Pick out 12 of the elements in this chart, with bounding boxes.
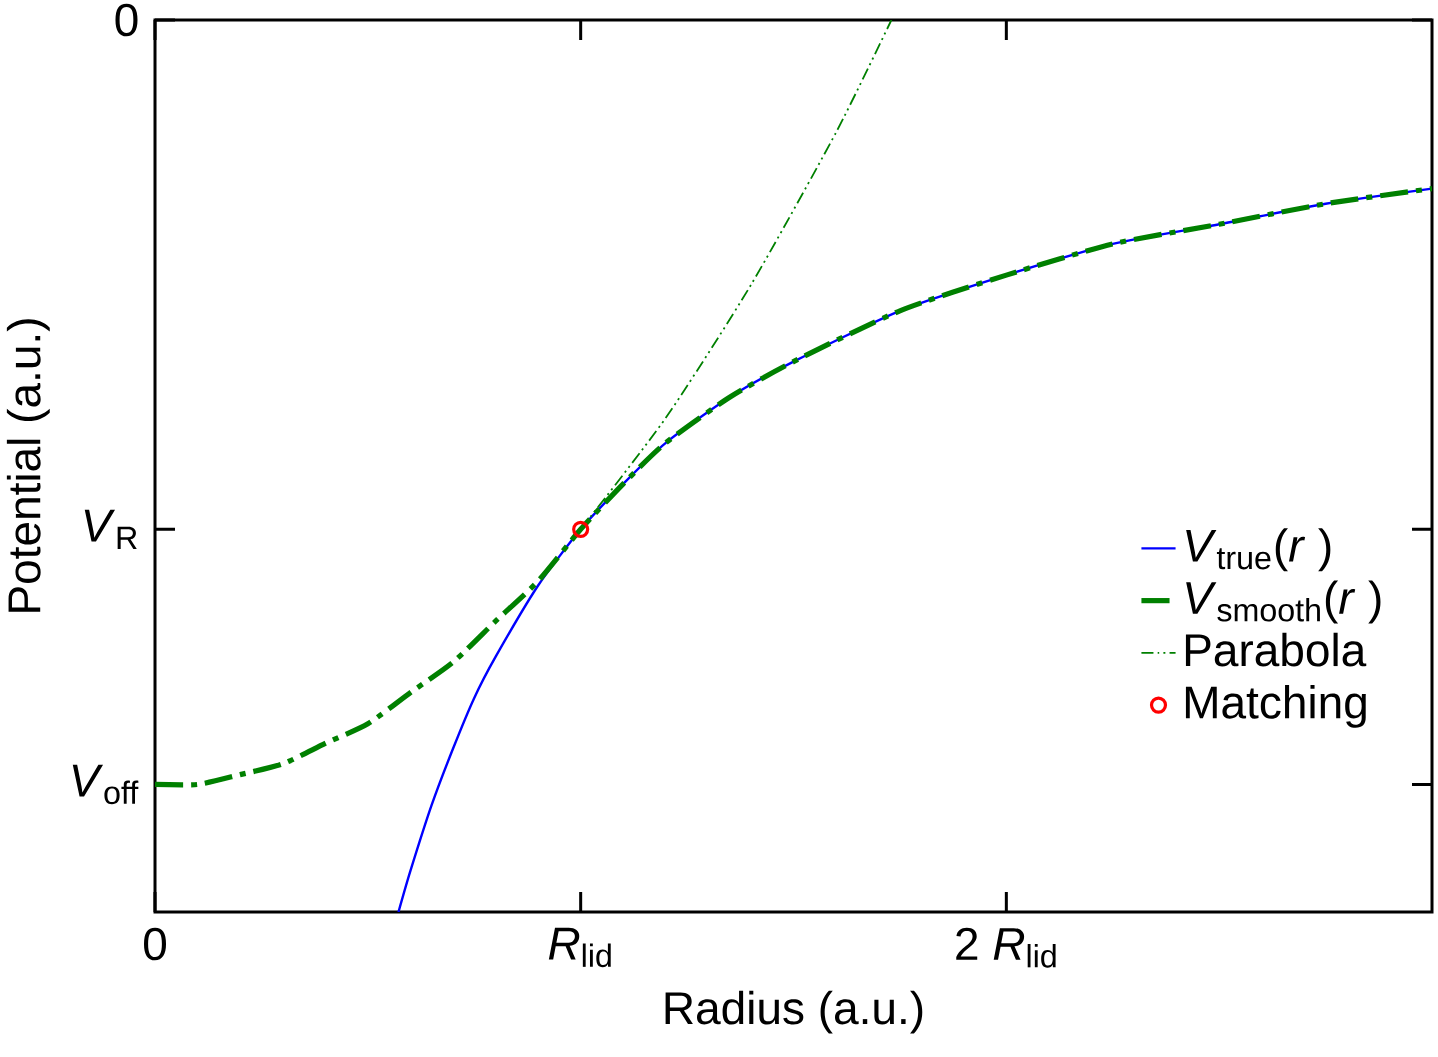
y-axis-title: Potential (a.u.) [6, 319, 50, 612]
x-tick-label: R$_{lid}$ [548, 927, 611, 968]
ref-line-label: V$_{off}$ [72, 764, 139, 805]
legend-label: Parabola [1185, 632, 1367, 667]
x-axis-title: Radius (a.u.) [665, 990, 923, 1034]
ref-line-label: V$_{R}$ [84, 509, 137, 549]
legend-label: Matching [1185, 684, 1366, 728]
x-tick-label: 2 R$_{lid}$ [956, 927, 1056, 968]
x-tick-label: 0 [144, 927, 167, 961]
legend-label: V$_{smooth}$(r ) [1186, 580, 1381, 624]
legend-label: V$_{true}$(r ) [1186, 528, 1331, 572]
ref-line-label: 0 [115, 3, 138, 37]
